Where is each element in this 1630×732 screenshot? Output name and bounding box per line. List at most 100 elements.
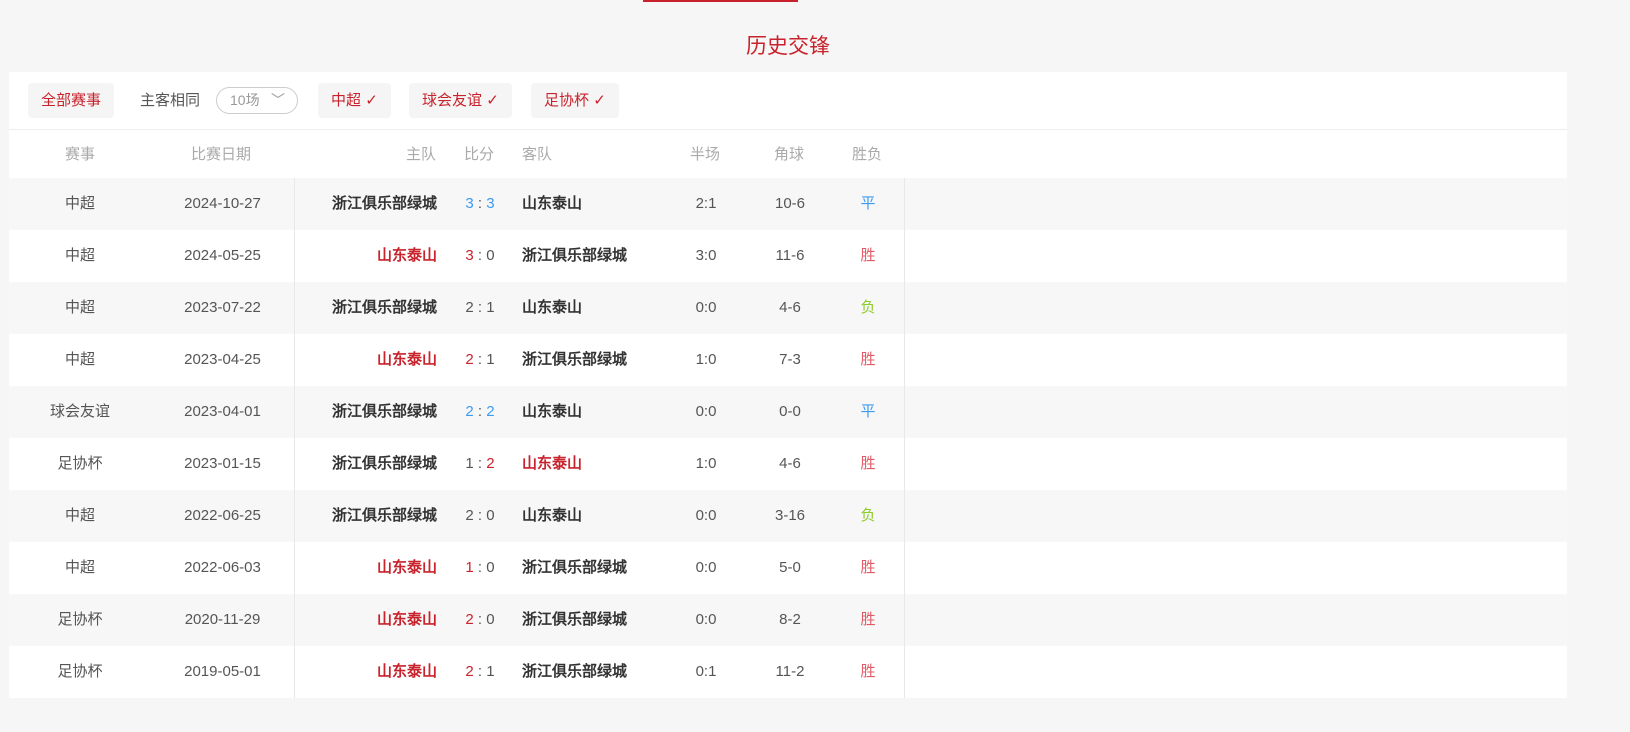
filter-label: 球会友谊 xyxy=(422,92,483,109)
away-team[interactable]: 浙江俱乐部绿城 xyxy=(522,559,628,576)
away-goals: 0 xyxy=(486,247,495,264)
chevron-down-icon: ﹀ xyxy=(271,92,285,108)
score: 1 : 2 xyxy=(465,455,495,472)
competition: 球会友谊 xyxy=(49,403,110,420)
home-goals: 1 xyxy=(465,559,474,576)
match-list: 中超 2024-10-27 浙江俱乐部绿城 3 : 3 山东泰山 2:1 10-6 平中超 20… xyxy=(9,178,1567,698)
competition: 足协杯 xyxy=(57,611,103,628)
away-team[interactable]: 山东泰山 xyxy=(522,455,583,472)
home-team[interactable]: 浙江俱乐部绿城 xyxy=(331,195,437,212)
col-away: 客队 xyxy=(522,146,553,163)
half-time-score: 1:0 xyxy=(695,351,717,368)
corners: 7-3 xyxy=(779,351,801,368)
table-row[interactable]: 球会友谊 2023-04-01 浙江俱乐部绿城 2 : 2 山东泰山 0:0 0-0 平 xyxy=(9,386,1567,438)
col-date: 比赛日期 xyxy=(191,146,252,163)
match-date: 2019-05-01 xyxy=(184,663,261,680)
same-venue-toggle[interactable]: 主客相同 xyxy=(140,92,201,109)
away-goals: 2 xyxy=(486,455,495,472)
away-goals: 2 xyxy=(486,403,495,420)
match-count-select[interactable]: 10场 ﹀ xyxy=(216,87,298,114)
competition: 中超 xyxy=(64,299,95,316)
table-row[interactable]: 中超 2022-06-25 浙江俱乐部绿城 2 : 0 山东泰山 0:0 3-16 负 xyxy=(9,490,1567,542)
score: 2 : 1 xyxy=(465,299,495,316)
away-goals: 3 xyxy=(486,195,495,212)
home-goals: 2 xyxy=(465,507,474,524)
corners: 8-2 xyxy=(779,611,801,628)
corners: 4-6 xyxy=(779,455,801,472)
home-team[interactable]: 山东泰山 xyxy=(376,611,437,628)
half-time-score: 0:0 xyxy=(695,611,717,628)
match-date: 2022-06-25 xyxy=(184,507,261,524)
result-badge: 负 xyxy=(860,507,876,524)
corners: 4-6 xyxy=(779,299,801,316)
home-team[interactable]: 山东泰山 xyxy=(376,247,437,264)
home-team[interactable]: 浙江俱乐部绿城 xyxy=(331,507,437,524)
match-date: 2024-05-25 xyxy=(184,247,261,264)
table-row[interactable]: 中超 2024-05-25 山东泰山 3 : 0 浙江俱乐部绿城 3:0 11-6 胜 xyxy=(9,230,1567,282)
check-icon: ✓ xyxy=(593,92,606,109)
score: 3 : 0 xyxy=(465,247,495,264)
away-team[interactable]: 山东泰山 xyxy=(522,195,583,212)
competition: 足协杯 xyxy=(57,663,103,680)
half-time-score: 0:0 xyxy=(695,299,717,316)
home-team[interactable]: 浙江俱乐部绿城 xyxy=(331,455,437,472)
away-team[interactable]: 浙江俱乐部绿城 xyxy=(522,351,628,368)
half-time-score: 2:1 xyxy=(695,195,717,212)
competition: 中超 xyxy=(64,195,95,212)
home-goals: 2 xyxy=(465,299,474,316)
filter-bar: 全部赛事 主客相同 10场 ﹀ 中超 ✓ 球会友谊 ✓ 足协杯 ✓ xyxy=(9,72,1567,130)
result-badge: 平 xyxy=(860,403,876,420)
filter-fa-cup-button[interactable]: 足协杯 ✓ xyxy=(531,83,619,118)
home-goals: 2 xyxy=(465,663,474,680)
away-goals: 1 xyxy=(486,351,495,368)
corners: 0-0 xyxy=(779,403,801,420)
filter-friendly-button[interactable]: 球会友谊 ✓ xyxy=(409,83,512,118)
table-row[interactable]: 足协杯 2023-01-15 浙江俱乐部绿城 1 : 2 山东泰山 1:0 4-6 胜 xyxy=(9,438,1567,490)
home-team[interactable]: 山东泰山 xyxy=(376,351,437,368)
col-corner: 角球 xyxy=(774,146,805,163)
divider xyxy=(294,178,295,698)
table-row[interactable]: 中超 2024-10-27 浙江俱乐部绿城 3 : 3 山东泰山 2:1 10-6 平 xyxy=(9,178,1567,230)
filter-csl-button[interactable]: 中超 ✓ xyxy=(318,83,391,118)
away-team[interactable]: 浙江俱乐部绿城 xyxy=(522,663,628,680)
page-title: 历史交锋 xyxy=(746,35,830,58)
home-team[interactable]: 山东泰山 xyxy=(376,663,437,680)
col-home: 主队 xyxy=(406,146,437,163)
away-team[interactable]: 浙江俱乐部绿城 xyxy=(522,611,628,628)
col-half: 半场 xyxy=(690,146,721,163)
result-badge: 胜 xyxy=(860,611,876,628)
match-date: 2023-01-15 xyxy=(184,455,261,472)
divider xyxy=(904,178,905,698)
check-icon: ✓ xyxy=(365,92,378,109)
competition: 足协杯 xyxy=(57,455,103,472)
match-date: 2023-07-22 xyxy=(184,299,261,316)
competition: 中超 xyxy=(64,559,95,576)
table-row[interactable]: 中超 2023-04-25 山东泰山 2 : 1 浙江俱乐部绿城 1:0 7-3 胜 xyxy=(9,334,1567,386)
table-row[interactable]: 足协杯 2019-05-01 山东泰山 2 : 1 浙江俱乐部绿城 0:1 11-2 胜 xyxy=(9,646,1567,698)
all-competitions-button[interactable]: 全部赛事 xyxy=(28,83,115,118)
active-tab-indicator xyxy=(643,0,798,2)
away-team[interactable]: 浙江俱乐部绿城 xyxy=(522,247,628,264)
home-team[interactable]: 浙江俱乐部绿城 xyxy=(331,403,437,420)
table-row[interactable]: 中超 2023-07-22 浙江俱乐部绿城 2 : 1 山东泰山 0:0 4-6 负 xyxy=(9,282,1567,334)
home-team[interactable]: 山东泰山 xyxy=(376,559,437,576)
score: 1 : 0 xyxy=(465,559,495,576)
home-team[interactable]: 浙江俱乐部绿城 xyxy=(331,299,437,316)
away-goals: 0 xyxy=(486,559,495,576)
result-badge: 胜 xyxy=(860,247,876,264)
score: 2 : 1 xyxy=(465,351,495,368)
table-row[interactable]: 足协杯 2020-11-29 山东泰山 2 : 0 浙江俱乐部绿城 0:0 8-2 胜 xyxy=(9,594,1567,646)
score: 2 : 1 xyxy=(465,663,495,680)
home-goals: 3 xyxy=(465,247,474,264)
match-date: 2022-06-03 xyxy=(184,559,261,576)
half-time-score: 3:0 xyxy=(695,247,717,264)
away-team[interactable]: 山东泰山 xyxy=(522,299,583,316)
table-row[interactable]: 中超 2022-06-03 山东泰山 1 : 0 浙江俱乐部绿城 0:0 5-0 胜 xyxy=(9,542,1567,594)
away-team[interactable]: 山东泰山 xyxy=(522,507,583,524)
away-goals: 1 xyxy=(486,299,495,316)
result-badge: 胜 xyxy=(860,663,876,680)
match-count-value: 10场 xyxy=(230,92,260,108)
score: 2 : 0 xyxy=(465,507,495,524)
away-team[interactable]: 山东泰山 xyxy=(522,403,583,420)
score: 2 : 0 xyxy=(465,611,495,628)
